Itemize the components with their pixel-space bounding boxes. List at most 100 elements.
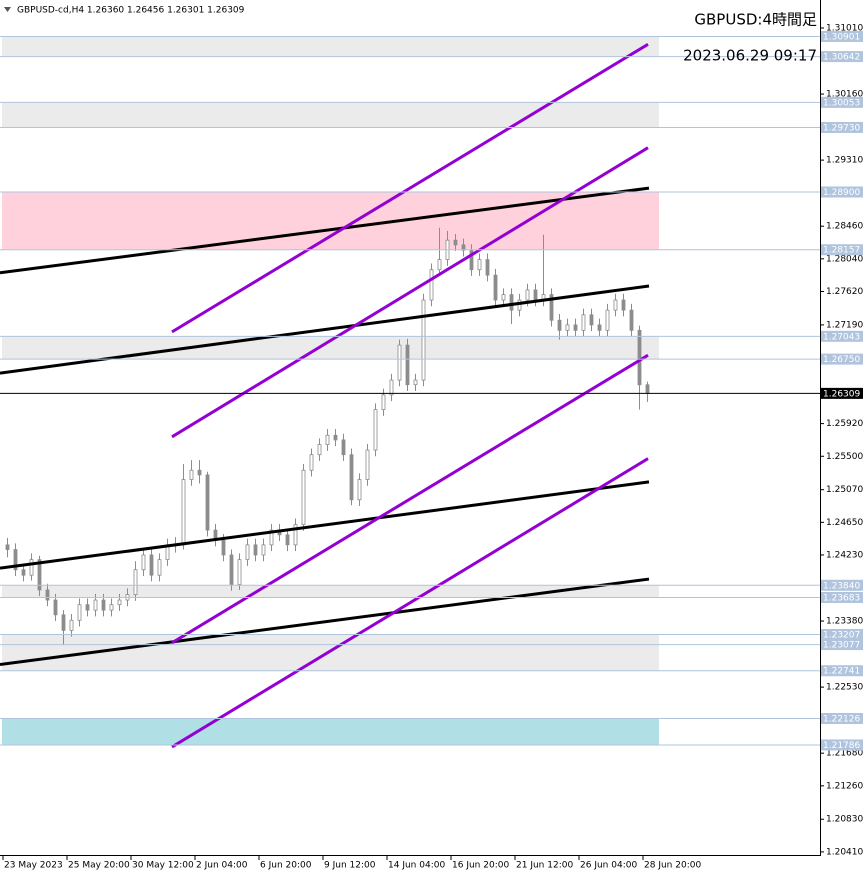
y-tick-label: 1.25070 [826, 485, 863, 495]
candle-body [117, 599, 122, 606]
candle-body [597, 324, 602, 331]
trend-line [171, 43, 649, 334]
level-label-bg [821, 30, 863, 42]
x-tick-label: 26 Jun 04:00 [580, 861, 637, 871]
candle-body [5, 544, 10, 550]
level-label: 1.28157 [823, 246, 860, 256]
candle-body [333, 434, 338, 441]
zone [2, 718, 659, 745]
trend-line [0, 577, 650, 667]
x-tick-label: 28 Jun 20:00 [644, 861, 701, 871]
level-label-bg [821, 51, 863, 63]
candle-body [13, 549, 18, 571]
level-label: 1.23840 [823, 581, 860, 591]
level-label: 1.30901 [823, 32, 860, 42]
candle-body [397, 344, 402, 381]
candle-body [493, 274, 498, 301]
y-tick-label: 1.27190 [826, 320, 863, 330]
candle-body [357, 479, 362, 501]
zone [2, 336, 659, 360]
level-label-bg [821, 186, 863, 198]
candle-body [85, 604, 90, 611]
candle-body [29, 559, 34, 576]
candle-body [61, 614, 66, 631]
candle-body [309, 454, 314, 471]
x-tick-label: 30 May 12:00 [132, 861, 194, 871]
candle-body [589, 314, 594, 326]
level-label-bg [821, 639, 863, 651]
trend-line [0, 284, 650, 375]
y-tick-label: 1.30160 [826, 90, 863, 100]
candle-body [253, 544, 258, 556]
candle-body [77, 604, 82, 621]
x-tick-label: 6 Jun 20:00 [260, 861, 312, 871]
y-tick-label: 1.24650 [826, 518, 863, 528]
candle-body [517, 299, 522, 311]
y-tick-label: 1.20410 [826, 847, 863, 857]
level-label: 1.30053 [823, 98, 860, 108]
candle-body [549, 294, 554, 321]
candle-body [365, 449, 370, 480]
candle-body [453, 239, 458, 246]
candle-body [261, 544, 266, 556]
zone [2, 102, 659, 128]
candle-body [469, 249, 474, 271]
level-label: 1.23207 [823, 630, 860, 640]
candle-body [613, 299, 618, 311]
level-label: 1.23683 [823, 593, 860, 603]
candle-body [485, 259, 490, 276]
candle-body [381, 394, 386, 411]
level-label: 1.21786 [823, 741, 860, 751]
current-price-label: 1.26309 [823, 389, 860, 399]
menu-icon[interactable] [4, 7, 11, 12]
y-tick-label: 1.20830 [826, 815, 863, 825]
candle-body [197, 469, 202, 476]
y-tick-label: 1.27620 [826, 287, 863, 297]
x-tick-label: 23 May 2023 [4, 861, 63, 871]
candle-body [157, 559, 162, 576]
level-label: 1.22741 [823, 667, 860, 677]
candle-body [293, 524, 298, 546]
candle-body [285, 534, 290, 546]
candle-body [69, 619, 74, 631]
candle-body [109, 604, 114, 611]
x-tick-label: 14 Jun 04:00 [388, 861, 445, 871]
level-label-bg [821, 121, 863, 133]
current-price-label-bg [821, 387, 863, 399]
level-label-bg [821, 96, 863, 108]
candle-body [581, 314, 586, 331]
level-label-bg [821, 628, 863, 640]
candle-body [245, 544, 250, 561]
candle-body [229, 554, 234, 585]
candle-body [325, 434, 330, 446]
trend-line [171, 353, 649, 645]
level-label: 1.30642 [823, 53, 860, 63]
candle-body [421, 299, 426, 381]
trend-line [171, 146, 649, 439]
candle-body [133, 569, 138, 596]
symbol-header: GBPUSD-cd,H4 1.26360 1.26456 1.26301 1.2… [17, 6, 245, 16]
y-tick-label: 1.23380 [826, 617, 863, 627]
candle-body [341, 439, 346, 456]
chart-title: GBPUSD:4時間足 [694, 11, 817, 29]
candle-body [373, 409, 378, 451]
candle-body [317, 444, 322, 456]
trend-line [0, 480, 650, 570]
candle-body [141, 554, 146, 571]
x-tick-label: 16 Jun 20:00 [452, 861, 509, 871]
level-label-bg [821, 353, 863, 365]
candle-body [269, 529, 274, 546]
level-label-bg [821, 713, 863, 725]
candle-body [189, 469, 194, 480]
zone [2, 585, 659, 598]
candle-body [501, 294, 506, 301]
level-label-bg [821, 739, 863, 751]
y-tick-label: 1.22530 [826, 683, 863, 693]
candle-body [645, 384, 650, 394]
candle-body [221, 539, 226, 556]
level-label-bg [821, 330, 863, 342]
candle-body [437, 259, 442, 271]
x-tick-label: 9 Jun 12:00 [324, 861, 376, 871]
candle-body [45, 589, 50, 601]
chart-subtitle: 2023.06.29 09:17 [683, 47, 817, 65]
